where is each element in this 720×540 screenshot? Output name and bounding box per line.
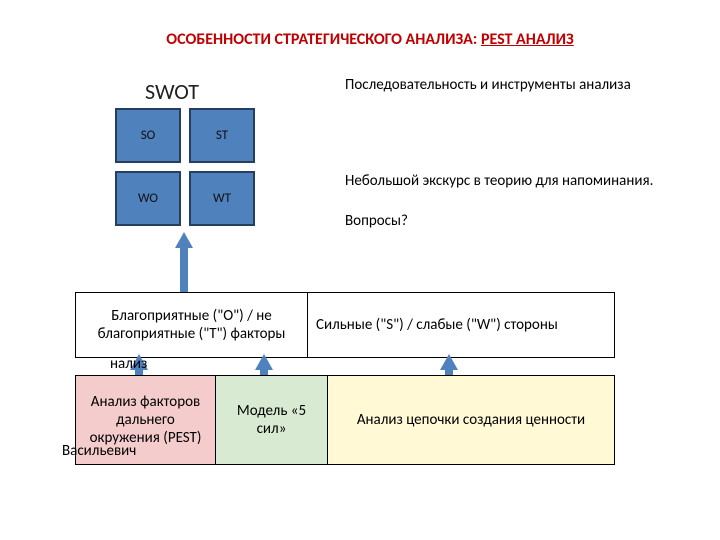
swot-label: SWOT [145, 78, 199, 105]
methods-row: Анализ факторов дальнего окружения (PEST… [75, 375, 615, 465]
method-five-forces-label: Модель «5 сил» [222, 402, 321, 438]
swot-cell-so: SO [115, 108, 181, 163]
factors-ot-cell: Благоприятные ("O") / не благоприятные (… [76, 293, 308, 357]
swot-cell-wo: WO [115, 171, 181, 226]
right-text-questions: Вопросы? [345, 212, 408, 232]
method-value-chain-cell: Анализ цепочки создания ценности [328, 376, 614, 464]
right-text-theory: Небольшой экскурс в теорию для напоминан… [345, 172, 675, 192]
swot-cell-wt: WT [189, 171, 255, 226]
slide: ОСОБЕННОСТИ СТРАТЕГИЧЕСКОГО АНАЛИЗА: PES… [0, 0, 720, 540]
right-text-sequence: Последовательность и инструменты анализа [345, 76, 655, 96]
slide-title: ОСОБЕННОСТИ СТРАТЕГИЧЕСКОГО АНАЛИЗА: PES… [90, 30, 650, 49]
factors-sw-cell: Сильные ("S") / слабые ("W") стороны [308, 293, 614, 357]
arrow-to-swot-tail [180, 248, 188, 292]
factors-row: Благоприятные ("O") / не благоприятные (… [75, 292, 615, 358]
title-underlined: PEST АНАЛИЗ [481, 30, 574, 49]
title-prefix: ОСОБЕННОСТИ СТРАТЕГИЧЕСКОГО АНАЛИЗА: [166, 30, 481, 49]
method-five-forces-cell: Модель «5 сил» [216, 376, 328, 464]
arrow-five-forces-icon [255, 354, 273, 370]
swot-matrix: SO ST WO WT [115, 108, 255, 226]
swot-cell-st: ST [189, 108, 255, 163]
pest-overflow-text: нализ [110, 355, 147, 373]
footer-author: Васильевич [62, 442, 136, 460]
arrow-value-chain-icon [440, 354, 458, 370]
arrow-to-swot-icon [175, 232, 193, 248]
